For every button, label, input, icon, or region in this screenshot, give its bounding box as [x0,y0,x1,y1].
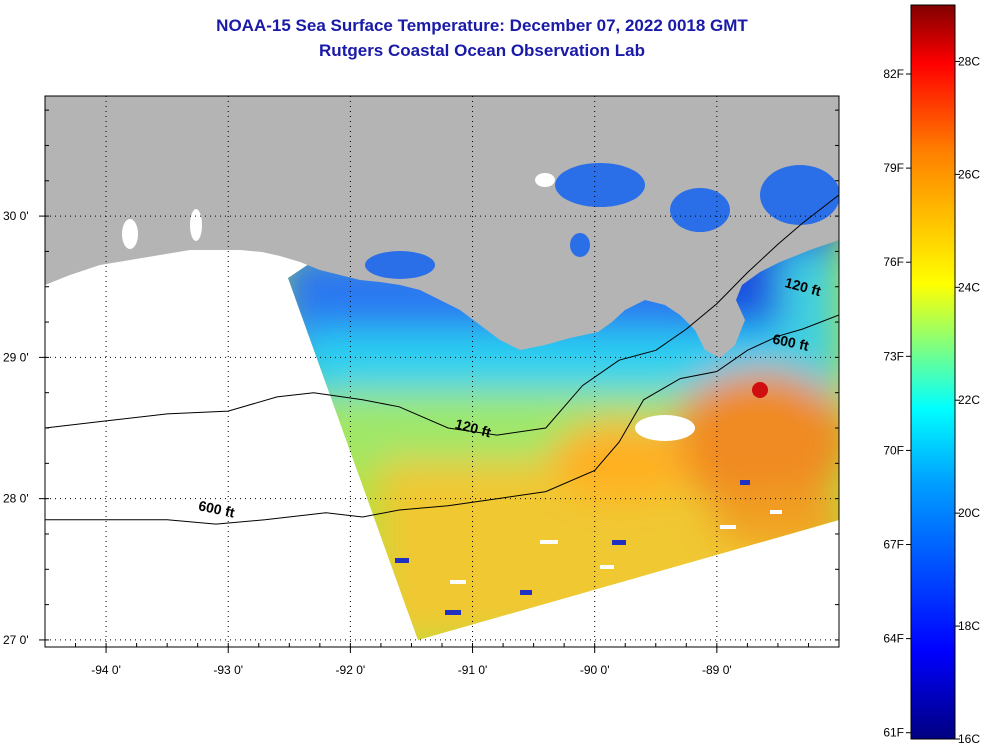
contour-line [45,194,839,436]
x-tick-label: -93 0' [213,663,243,677]
colorbar-f-label: 64F [883,632,904,646]
y-tick-label: 27 0' [3,633,29,647]
colorbar-f-label: 73F [883,349,904,363]
x-tick-label: -91 0' [458,663,488,677]
colorbar-f-label: 70F [883,443,904,457]
x-tick-label: -94 0' [91,663,121,677]
colorbar-c-label: 20C [958,506,980,520]
colorbar-c-label: 28C [958,54,980,68]
colorbar-c-label: 22C [958,393,980,407]
colorbar-f-label: 82F [883,67,904,81]
chart-title: NOAA-15 Sea Surface Temperature: Decembe… [216,16,748,35]
chart-subtitle: Rutgers Coastal Ocean Observation Lab [319,41,645,60]
colorbar-f-label: 67F [883,538,904,552]
colorbar [910,4,956,740]
x-tick-label: -92 0' [336,663,366,677]
colorbar-f-label: 76F [883,255,904,269]
colorbar-f-label: 61F [883,726,904,740]
colorbar-f-label: 79F [883,161,904,175]
land-mass [45,96,839,358]
contour-line [45,314,839,525]
colorbar-c-label: 24C [958,280,980,294]
x-tick-label: -89 0' [702,663,732,677]
contour-label: 600 ft [197,497,236,520]
contour-label: 600 ft [771,331,810,354]
y-tick-label: 28 0' [3,492,29,506]
colorbar-c-label: 26C [958,167,980,181]
x-tick-label: -90 0' [580,663,610,677]
y-tick-label: 30 0' [3,209,29,223]
colorbar-c-label: 16C [958,732,980,746]
depth-contours [45,194,839,525]
y-tick-label: 29 0' [3,350,29,364]
colorbar-c-label: 18C [958,619,980,633]
